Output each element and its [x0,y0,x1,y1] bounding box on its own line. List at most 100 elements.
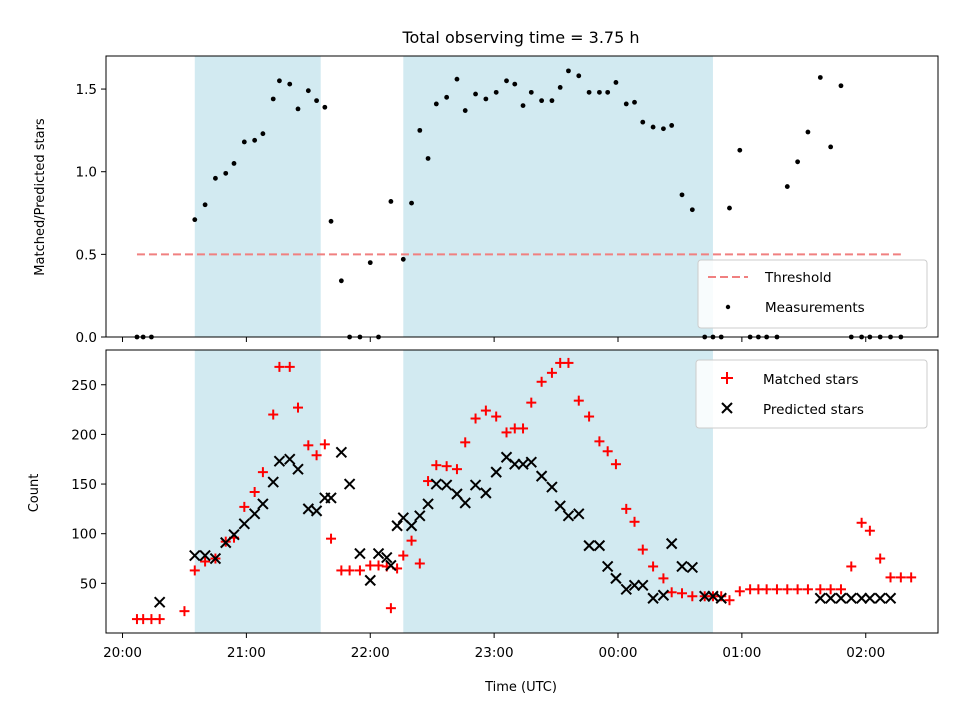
matched-star-marker [602,446,613,457]
predicted-star-marker [535,470,548,482]
measurement-point [867,334,873,340]
x-tick-label: 02:00 [846,645,885,661]
measurement-point [661,126,666,132]
predicted-star-marker [546,481,558,493]
measurement-point [888,334,893,340]
matched-star-marker [658,573,669,584]
matched-star-marker [666,587,677,598]
predicted-star-marker [620,583,632,596]
measurement-point [718,334,724,340]
measurement-point [877,334,883,340]
legend-threshold-label: Threshold [764,270,832,286]
matched-star-marker [584,411,595,422]
measurement-point [367,260,373,266]
matched-star-marker [677,588,687,599]
predicted-star-marker [665,537,678,550]
measurement-point [774,334,780,340]
predicted-star-marker [381,551,393,564]
measurement-point [388,199,394,204]
predicted-star-marker [335,446,348,458]
predicted-star-marker [459,497,471,509]
predicted-star-marker [267,476,279,488]
measurement-point [433,101,439,107]
measurement-point [528,89,534,95]
x-tick-label: 23:00 [475,645,514,661]
matched-star-marker [480,405,491,416]
matched-star-marker [257,467,268,478]
matched-star-marker [441,461,452,472]
matched-star-marker [431,460,442,471]
chart-title: Total observing time = 3.75 h [401,28,639,47]
y-tick-label: 50 [80,576,97,592]
measurement-point [848,334,854,340]
y-tick-label: 100 [71,527,97,543]
matched-star-marker [303,440,314,451]
predicted-star-marker [372,547,385,560]
y-tick-label: 150 [71,477,97,493]
predicted-star-marker [209,552,222,565]
matched-star-marker [385,603,396,614]
matched-star-marker [189,565,200,576]
predicted-star-marker [657,589,670,601]
measurement-point [192,217,198,223]
matched-star-marker [536,376,547,387]
measurement-point [817,75,823,80]
shaded-interval [194,56,321,337]
measurement-point [597,89,602,95]
measurement-point [409,200,414,206]
shaded-interval [403,56,713,337]
bottom-axis-ticks: 20:00 21:00 22:00 23:00 00:00 01:00 02:00 50 100… [71,378,885,661]
legend-predicted-label: Predicted stars [763,402,864,418]
predicted-star-marker [364,574,376,587]
measurement-point [613,80,619,85]
predicted-star-marker [562,510,575,522]
predicted-star-marker [325,492,337,504]
matched-star-marker [249,486,260,497]
measurement-point [623,101,629,107]
matched-star-marker [284,361,295,372]
matched-star-marker [200,556,211,567]
measurement-point [241,139,247,145]
predicted-star-marker [490,466,502,478]
measurement-point [493,89,499,95]
measurement-point [462,108,468,113]
predicted-star-marker [284,453,296,465]
matched-star-marker [460,437,471,448]
matched-star-marker [398,550,409,561]
predicted-star-marker [354,547,366,560]
predicted-star-marker [509,458,521,470]
measurement-point [679,192,685,198]
measurement-point [838,83,844,89]
predicted-star-marker [310,505,323,517]
shaded-intervals-top [194,56,713,337]
predicted-star-marker [573,508,585,520]
x-axis-label: Time (UTC) [484,680,557,695]
matched-star-marker [354,565,365,576]
measurement-point [252,137,258,143]
measurement-point [828,144,834,150]
measurement-point [347,334,353,340]
matched-star-marker [724,595,735,606]
y-tick-label: 0.0 [76,330,97,346]
predicted-star-marker [405,520,418,532]
measurement-point [328,218,334,224]
matched-star-marker [406,535,417,546]
measurement-point [338,278,344,284]
legend-top: Threshold Measurements [697,259,928,329]
predicted-star-marker [292,463,304,475]
matched-star-marker [573,395,584,406]
matched-star-marker [154,614,165,625]
measurement-point [727,205,732,211]
measurement-point [755,334,761,340]
measurement-point [260,131,266,137]
predicted-star-markers [153,446,897,608]
matched-star-marker [906,572,917,583]
measurement-point [650,124,656,130]
matched-star-marker [423,476,434,487]
predicted-star-marker [391,520,403,532]
matched-star-marker [344,565,355,576]
measurement-point [400,256,406,262]
matched-star-marker [319,439,330,450]
measurement-point [557,85,563,90]
legend-matched-swatch [721,372,733,384]
